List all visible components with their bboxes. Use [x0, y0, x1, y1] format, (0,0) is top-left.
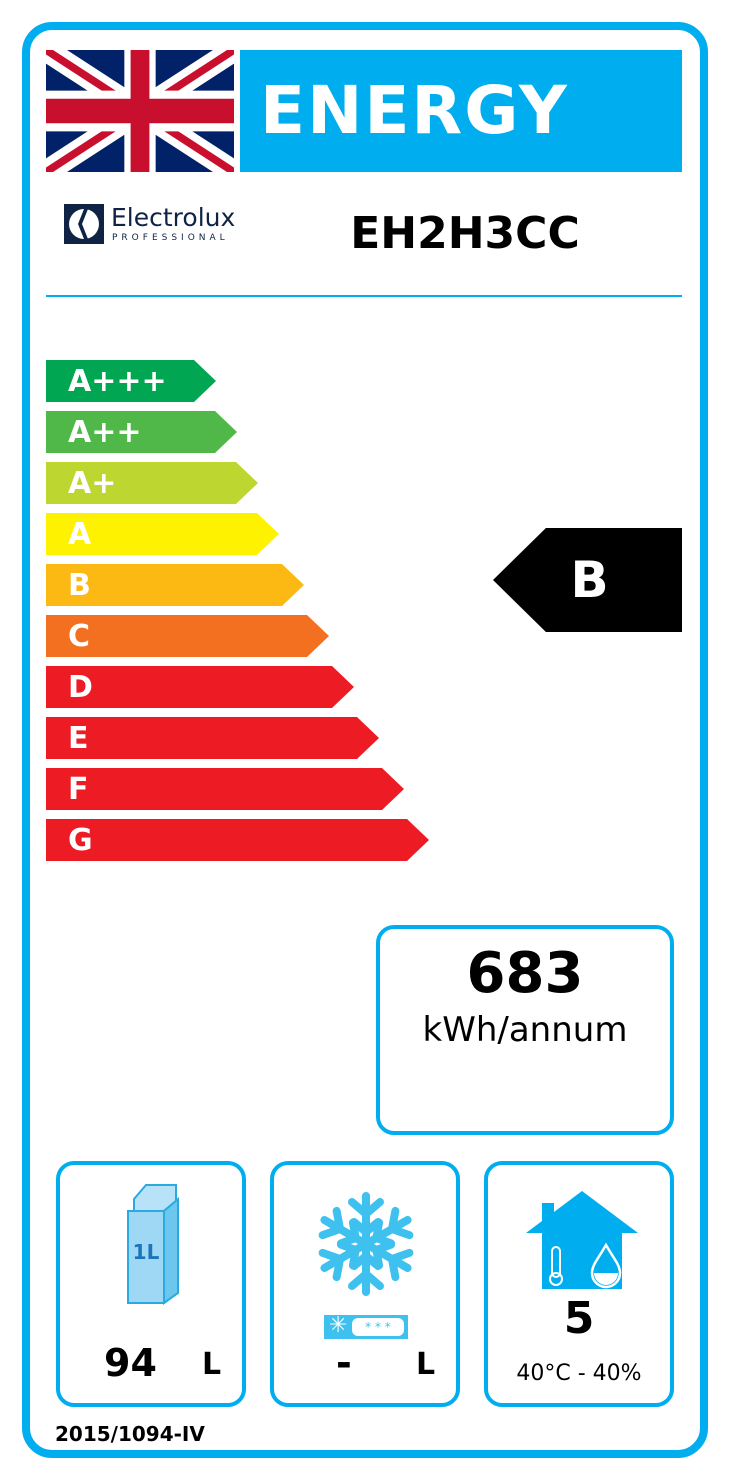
scale-label: F	[68, 772, 89, 807]
scale-label: A+++	[68, 364, 167, 399]
brand-name: Electrolux	[111, 203, 236, 232]
scale-label: B	[68, 568, 91, 603]
energy-title: ENERGY	[240, 50, 682, 172]
svg-text:1L: 1L	[133, 1240, 160, 1264]
electrolux-logo-icon	[64, 204, 104, 244]
scale-bar-b: B	[46, 564, 304, 606]
scale-bar-aplusplusplus: A+++	[46, 360, 216, 402]
scale-label: A++	[68, 415, 142, 450]
scale-bar-c: C	[46, 615, 329, 657]
frozen-volume-value: -	[336, 1341, 352, 1385]
regulation-number: 2015/1094-IV	[55, 1422, 205, 1446]
scale-bar-f: F	[46, 768, 404, 810]
scale-bar-e: E	[46, 717, 379, 759]
climate-class-box: 5 40°C - 40%	[484, 1161, 674, 1407]
chilled-volume-value: 94	[104, 1341, 157, 1385]
scale-label: A+	[68, 466, 117, 501]
climate-conditions: 40°C - 40%	[516, 1361, 642, 1386]
scale-label: E	[68, 721, 89, 756]
rating-value: B	[570, 551, 609, 609]
scale-bar-g: G	[46, 819, 429, 861]
milk-carton-icon: 1L	[127, 1184, 179, 1305]
scale-label: C	[68, 619, 91, 654]
scale-label: D	[68, 670, 93, 705]
chilled-volume-unit: L	[202, 1347, 222, 1382]
scale-label: A	[68, 517, 92, 552]
label-border	[22, 22, 708, 1458]
frozen-volume-box: ✳ * * * - L	[270, 1161, 460, 1407]
chilled-volume-box: 1L 94 L	[56, 1161, 246, 1407]
scale-bar-aplusplus: A++	[46, 411, 237, 453]
consumption-unit: kWh/annum	[422, 1010, 628, 1050]
brand-subtitle: PROFESSIONAL	[112, 233, 229, 243]
freezer-star-rating-icon: ✳ * * *	[324, 1313, 408, 1339]
scale-bar-d: D	[46, 666, 354, 708]
scale-label: G	[68, 823, 93, 858]
scale-bar-a: A	[46, 513, 279, 555]
energy-consumption-box: 683 kWh/annum	[376, 925, 674, 1135]
uk-flag-icon	[46, 50, 234, 172]
snowflake-icon	[318, 1192, 414, 1299]
climate-class-value: 5	[563, 1293, 595, 1344]
divider	[46, 295, 682, 297]
consumption-value: 683	[466, 941, 584, 1006]
frozen-volume-unit: L	[416, 1347, 436, 1382]
model-number: EH2H3CC	[350, 208, 580, 259]
scale-bar-aplus: A+	[46, 462, 258, 504]
house-climate-icon	[526, 1191, 638, 1289]
